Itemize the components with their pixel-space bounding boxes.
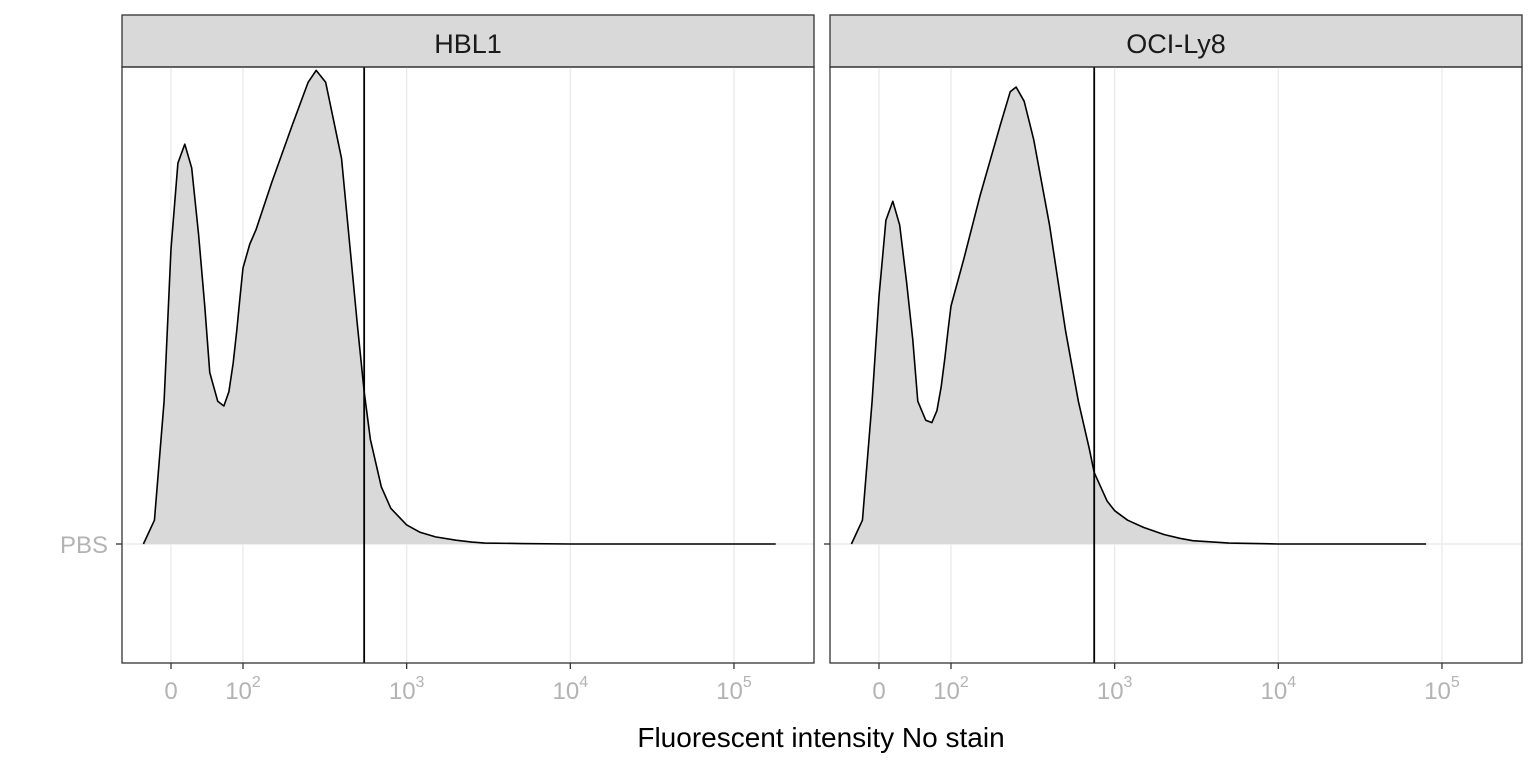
x-tick-label: 103 [389,674,425,705]
x-tick-label: 102 [225,674,261,705]
x-tick-label: 104 [553,674,589,705]
x-tick-label: 103 [1097,674,1133,705]
x-tick-label: 104 [1261,674,1297,705]
panel-strip [829,14,1523,68]
panel-strip-label: OCI-Ly8 [1126,29,1226,59]
density-line [142,69,776,545]
x-tick-label: 0 [164,678,177,705]
panel-1: HBL1 0 102 103 104 105 PBS [60,14,815,705]
x-tick-label: 105 [716,674,752,705]
x-axis-title: Fluorescent intensity No stain [637,722,1004,753]
panels-layer: HBL1 0 102 103 104 105 PBS OCI-Ly8 0 102 103 104 105 [60,14,1523,705]
x-tick-label: 0 [872,678,885,705]
x-tick-label: 102 [933,674,969,705]
x-tick-label: 105 [1424,674,1460,705]
density-area [851,87,1427,544]
density-line [850,86,1427,545]
y-tick-label: PBS [60,532,108,559]
panel-2: OCI-Ly8 0 102 103 104 105 [824,14,1523,705]
panel-border [829,66,1523,664]
panel-strip [121,14,815,68]
density-area [143,70,776,544]
panel-border [121,66,815,664]
panel-strip-label: HBL1 [434,29,502,59]
